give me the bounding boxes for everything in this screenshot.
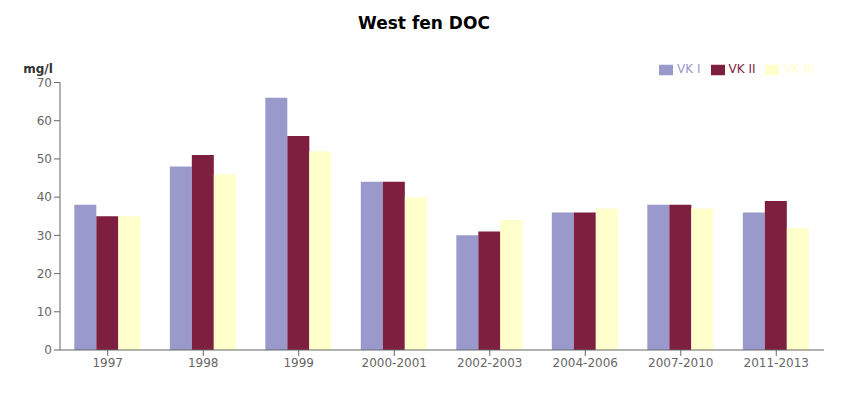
svg-text:70: 70 [37,76,52,90]
html-text:West fen DOC: West fen DOC [358,13,490,33]
svg-text:2000-2001: 2000-2001 [362,356,427,370]
svg-text:2004-2006: 2004-2006 [553,356,618,370]
svg-text:1999: 1999 [283,356,314,370]
svg-text:1998: 1998 [188,356,219,370]
html-text:VK II: VK II [728,62,756,76]
svg-text:2007-2010: 2007-2010 [648,356,713,370]
html-text:VK III: VK III [783,62,814,76]
svg-text:20: 20 [37,267,52,281]
svg-text:60: 60 [37,114,52,128]
svg-text:1997: 1997 [92,356,123,370]
svg-text:0: 0 [44,343,52,357]
svg-text:mg/l: mg/l [23,62,53,76]
svg-text:50: 50 [37,152,52,166]
svg-text:2011-2013: 2011-2013 [744,356,809,370]
svg-text:10: 10 [37,305,52,319]
html-text:VK I: VK I [677,62,701,76]
svg-text:30: 30 [37,229,52,243]
svg-text:40: 40 [37,190,52,204]
svg-text:2002-2003: 2002-2003 [457,356,522,370]
